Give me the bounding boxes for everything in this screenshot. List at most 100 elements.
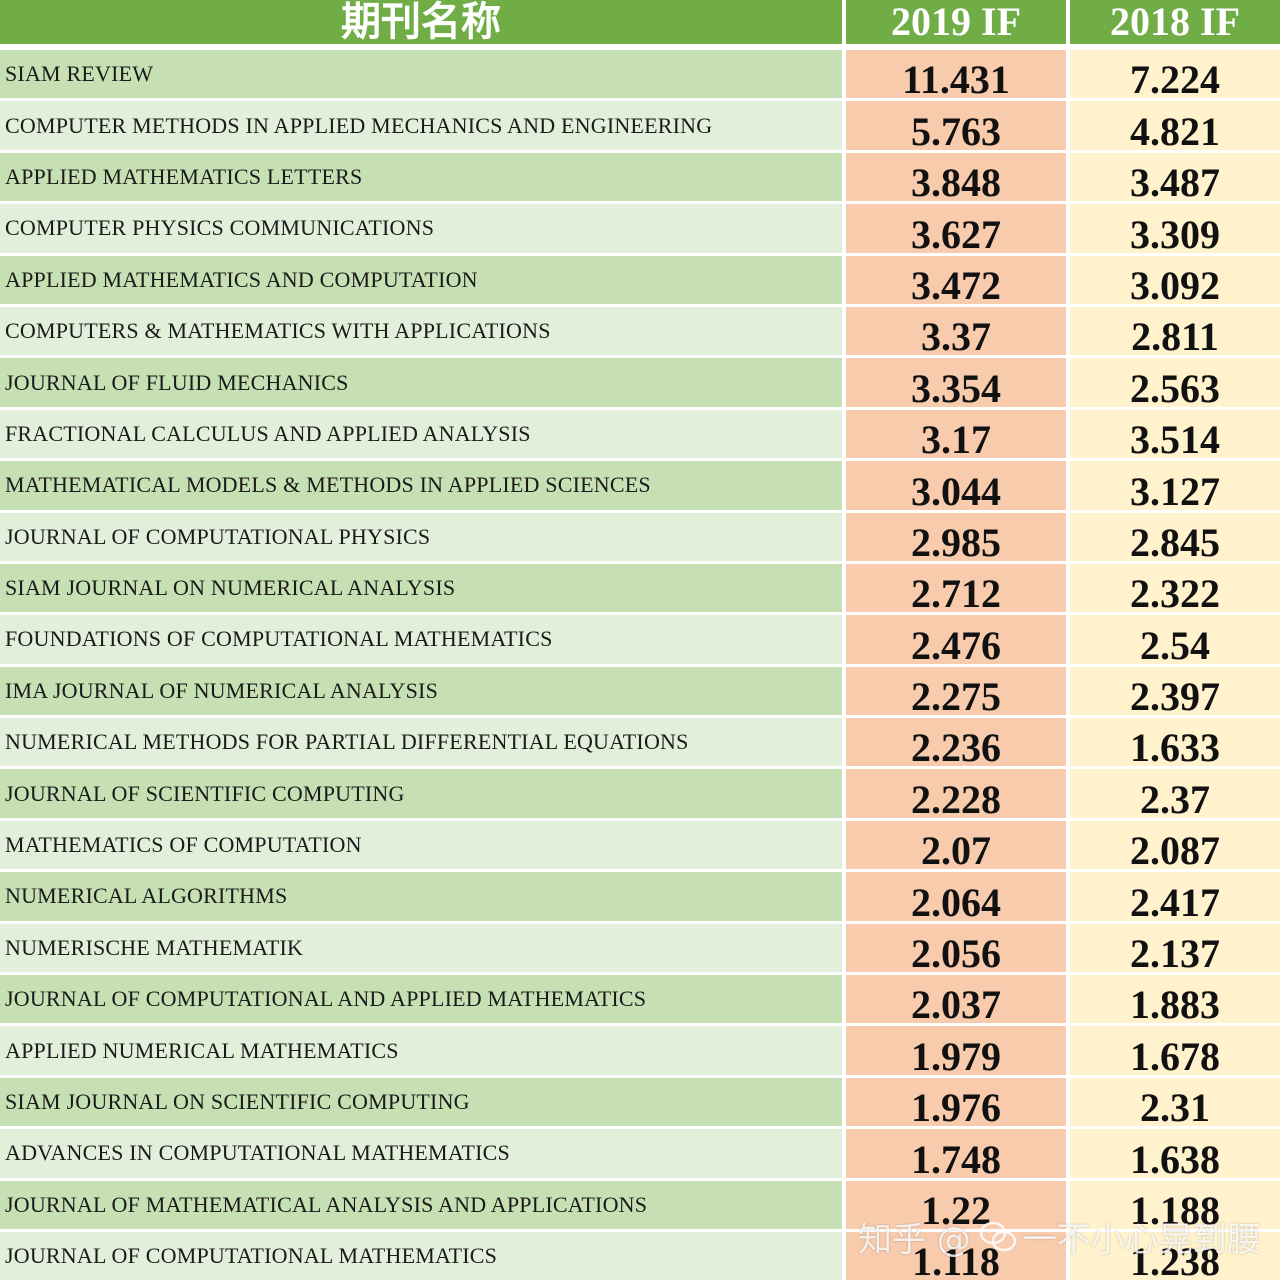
if-2018-cell: 3.127 [1070, 461, 1280, 510]
if-2018-value: 2.322 [1130, 571, 1220, 613]
if-2019-value: 1.22 [921, 1187, 991, 1229]
table-body: SIAM REVIEW 11.431 7.224 COMPUTER METHODS I… [0, 50, 1280, 1281]
table-row: COMPUTERS & MATHEMATICS WITH APPLICATION… [0, 306, 1280, 356]
if-2019-value: 3.472 [911, 262, 1001, 304]
journal-name-cell: NUMERICAL ALGORITHMS [0, 872, 842, 921]
journal-name-cell: JOURNAL OF COMPUTATIONAL MATHEMATICS [0, 1231, 842, 1281]
if-2018-cell: 2.37 [1070, 769, 1280, 818]
if-2018-cell: 2.563 [1070, 358, 1280, 407]
if-2019-value: 2.037 [911, 982, 1001, 1024]
if-2018-value: 2.087 [1130, 828, 1220, 870]
table-row: JOURNAL OF COMPUTATIONAL MATHEMATICS 1.11… [0, 1231, 1280, 1281]
if-2019-cell: 2.476 [846, 615, 1066, 664]
table-row: SIAM JOURNAL ON NUMERICAL ANALYSIS 2.712 2… [0, 563, 1280, 613]
journal-name-cell: ADVANCES IN COMPUTATIONAL MATHEMATICS [0, 1129, 842, 1178]
journal-name-cell: JOURNAL OF COMPUTATIONAL PHYSICS [0, 512, 842, 561]
table-row: SIAM REVIEW 11.431 7.224 [0, 50, 1280, 99]
journal-name-cell: COMPUTERS & MATHEMATICS WITH APPLICATION… [0, 306, 842, 356]
table-row: FOUNDATIONS OF COMPUTATIONAL MATHEMATICS… [0, 615, 1280, 664]
header-journal-name: 期刊名称 [0, 0, 842, 44]
journal-name-cell: NUMERICAL METHODS FOR PARTIAL DIFFERENTI… [0, 718, 842, 767]
if-2019-value: 1.979 [911, 1033, 1001, 1075]
journal-name-cell: FOUNDATIONS OF COMPUTATIONAL MATHEMATICS [0, 615, 842, 664]
journal-name-cell: APPLIED MATHEMATICS AND COMPUTATION [0, 255, 842, 304]
watermark-text-left: 知乎 @ [858, 1220, 971, 1260]
if-2018-cell: 3.092 [1070, 255, 1280, 304]
table-row: FRACTIONAL CALCULUS AND APPLIED ANALYSIS… [0, 409, 1280, 459]
if-2019-value: 11.431 [902, 57, 1010, 99]
if-2019-value: 2.056 [911, 931, 1001, 973]
if-2019-value: 2.476 [911, 622, 1001, 664]
journal-name-cell: APPLIED MATHEMATICS LETTERS [0, 152, 842, 202]
if-2018-cell: 3.309 [1070, 204, 1280, 253]
table-row: NUMERICAL ALGORITHMS 2.064 2.417 [0, 872, 1280, 921]
table-row: ADVANCES IN COMPUTATIONAL MATHEMATICS 1.7… [0, 1129, 1280, 1178]
if-2018-cell: 2.417 [1070, 872, 1280, 921]
if-2018-cell: 2.137 [1070, 923, 1280, 973]
if-2019-value: 2.275 [911, 674, 1001, 716]
if-2018-cell: 2.087 [1070, 820, 1280, 870]
journal-name-cell: COMPUTER PHYSICS COMMUNICATIONS [0, 204, 842, 253]
table-row: JOURNAL OF COMPUTATIONAL PHYSICS 2.985 2.8… [0, 512, 1280, 561]
if-2019-cell: 3.37 [846, 306, 1066, 356]
journal-name-cell: COMPUTER METHODS IN APPLIED MECHANICS AN… [0, 101, 842, 150]
journal-name-cell: JOURNAL OF FLUID MECHANICS [0, 358, 842, 407]
journal-name-cell: FRACTIONAL CALCULUS AND APPLIED ANALYSIS [0, 409, 842, 459]
table-row: COMPUTER METHODS IN APPLIED MECHANICS AN… [0, 101, 1280, 150]
if-2019-value: 2.712 [911, 571, 1001, 613]
journal-name-cell: SIAM REVIEW [0, 50, 842, 99]
if-2019-cell: 1.979 [846, 1026, 1066, 1075]
if-2019-cell: 3.848 [846, 152, 1066, 202]
if-2019-cell: 3.472 [846, 255, 1066, 304]
table-row: COMPUTER PHYSICS COMMUNICATIONS 3.627 3.30… [0, 204, 1280, 253]
table-row: IMA JOURNAL OF NUMERICAL ANALYSIS 2.275 2.… [0, 666, 1280, 716]
if-2019-cell: 2.07 [846, 820, 1066, 870]
if-2018-value: 2.37 [1140, 776, 1210, 818]
if-2019-cell: 2.275 [846, 666, 1066, 716]
if-2018-value: 4.821 [1130, 108, 1220, 150]
if-2018-value: 1.883 [1130, 982, 1220, 1024]
if-2019-cell: 3.354 [846, 358, 1066, 407]
if-2019-value: 2.228 [911, 776, 1001, 818]
if-2018-value: 1.678 [1130, 1033, 1220, 1075]
if-2019-cell: 11.431 [846, 50, 1066, 99]
journal-name-cell: JOURNAL OF MATHEMATICAL ANALYSIS AND APP… [0, 1180, 842, 1229]
if-2019-value: 2.07 [921, 828, 991, 870]
if-2019-cell: 2.985 [846, 512, 1066, 561]
if-2018-cell: 2.322 [1070, 563, 1280, 613]
if-2019-value: 3.044 [911, 468, 1001, 510]
table-row: NUMERISCHE MATHEMATIK 2.056 2.137 [0, 923, 1280, 973]
if-2018-value: 2.137 [1130, 931, 1220, 973]
if-2018-value: 3.092 [1130, 262, 1220, 304]
if-2018-value: 1.188 [1130, 1187, 1220, 1229]
if-2019-value: 3.17 [921, 417, 991, 459]
table-row: APPLIED MATHEMATICS LETTERS 3.848 3.487 [0, 152, 1280, 202]
if-2018-cell: 2.397 [1070, 666, 1280, 716]
journal-name-cell: SIAM JOURNAL ON NUMERICAL ANALYSIS [0, 563, 842, 613]
if-2019-value: 2.236 [911, 725, 1001, 767]
if-2018-value: 7.224 [1130, 57, 1220, 99]
if-2018-cell: 1.188 [1070, 1180, 1280, 1229]
if-2018-cell: 7.224 [1070, 50, 1280, 99]
journal-name-cell: IMA JOURNAL OF NUMERICAL ANALYSIS [0, 666, 842, 716]
journal-name-cell: JOURNAL OF COMPUTATIONAL AND APPLIED MAT… [0, 975, 842, 1024]
if-2019-value: 2.985 [911, 519, 1001, 561]
if-2018-value: 2.563 [1130, 365, 1220, 407]
if-2018-value: 2.31 [1140, 1085, 1210, 1127]
if-2018-cell: 3.487 [1070, 152, 1280, 202]
if-2018-cell: 2.811 [1070, 306, 1280, 356]
journal-name-cell: NUMERISCHE MATHEMATIK [0, 923, 842, 973]
journal-name-cell: APPLIED NUMERICAL MATHEMATICS [0, 1026, 842, 1075]
if-2018-value: 2.397 [1130, 674, 1220, 716]
table-row: APPLIED NUMERICAL MATHEMATICS 1.979 1.678 [0, 1026, 1280, 1075]
if-2019-cell: 1.118 [846, 1231, 1066, 1281]
journal-name-cell: MATHEMATICAL MODELS & METHODS IN APPLIED… [0, 461, 842, 510]
if-2018-value: 2.811 [1131, 314, 1219, 356]
if-2018-cell: 1.883 [1070, 975, 1280, 1024]
if-2018-cell: 2.54 [1070, 615, 1280, 664]
table-row: JOURNAL OF COMPUTATIONAL AND APPLIED MAT… [0, 975, 1280, 1024]
watermark: 知乎 @ 一不小心晃到腰 [858, 1212, 1261, 1261]
if-2018-value: 1.633 [1130, 725, 1220, 767]
if-2018-cell: 1.678 [1070, 1026, 1280, 1075]
journal-name-cell: MATHEMATICS OF COMPUTATION [0, 820, 842, 870]
